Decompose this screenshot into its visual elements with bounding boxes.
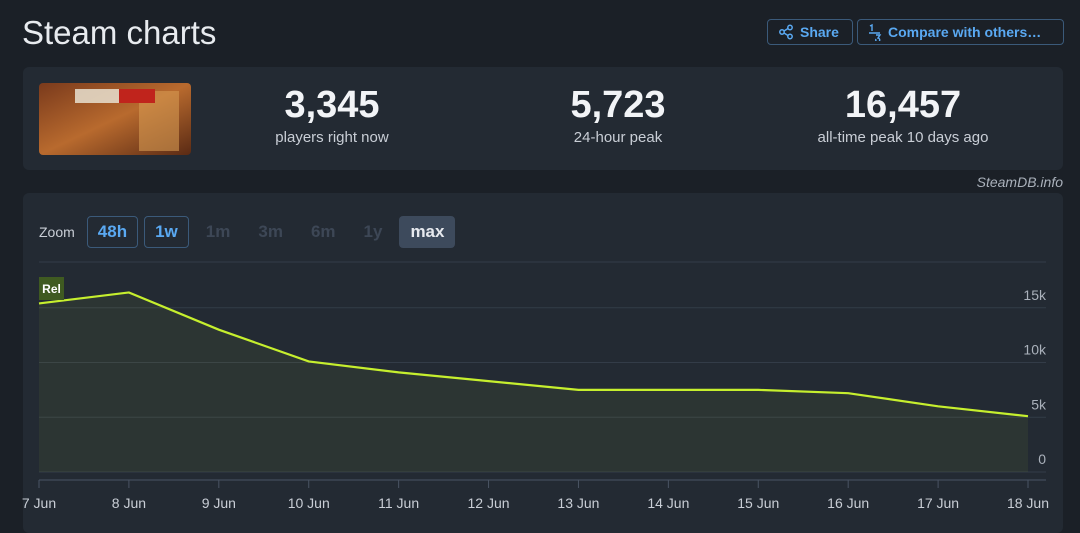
stat-label: 24-hour peak [573, 129, 663, 146]
zoom-bar: Zoom 48h 1w 1m 3m 6m 1y max [39, 216, 456, 248]
stat-value: 3,345 [284, 84, 380, 126]
stat-current: 3,345 players right now [202, 84, 462, 146]
zoom-button[interactable]: 1m [205, 222, 231, 241]
x-tick-label: 14 Jun [647, 495, 689, 511]
compare-label: Compare with others… [888, 24, 1042, 40]
x-tick-label: 12 Jun [468, 495, 510, 511]
x-tick-label: 11 Jun [378, 495, 419, 511]
zoom-button[interactable]: 48h [86, 216, 139, 248]
stat-label: all-time peak 10 days ago [817, 129, 989, 146]
stat-alltime: 16,457 all-time peak 10 days ago [773, 84, 1033, 146]
x-tick-label: 18 Jun [1007, 495, 1049, 511]
zoom-button[interactable]: 6m [310, 222, 336, 241]
zoom-button[interactable]: 1y [363, 222, 383, 241]
x-tick-label: 7 Jun [22, 495, 56, 511]
zoom-button[interactable]: 3m [258, 222, 283, 241]
stat-24h: 5,723 24-hour peak [488, 84, 748, 146]
compare-button[interactable]: Compare with others… [857, 19, 1064, 45]
x-tick-label: 13 Jun [557, 495, 599, 511]
x-tick-label: 8 Jun [112, 495, 146, 511]
zoom-label: Zoom [39, 224, 75, 240]
x-tick-label: 9 Jun [202, 495, 236, 511]
y-tick-label: 15k [1023, 287, 1047, 303]
game-image [39, 83, 191, 155]
zoom-button[interactable]: max [399, 216, 456, 248]
y-tick-label: 0 [1038, 451, 1046, 467]
y-tick-label: 10k [1023, 342, 1047, 358]
line [38, 291, 1029, 418]
share-icon [779, 24, 793, 40]
x-tick-label: 17 Jun [917, 495, 959, 511]
compare-icon [869, 23, 882, 41]
stat-value: 5,723 [570, 84, 666, 126]
stat-label: players right now [275, 129, 389, 146]
x-tick-label: 15 Jun [737, 495, 779, 511]
zoom-button[interactable]: 1w [144, 216, 189, 248]
stats-panel [23, 67, 1063, 170]
area [39, 292, 1028, 472]
share-button[interactable]: Share [767, 19, 853, 45]
stat-value: 16,457 [844, 84, 962, 126]
x-tick-label: 10 Jun [288, 495, 330, 511]
y-tick-label: 5k [1031, 396, 1047, 412]
x-tick-label: 16 Jun [827, 495, 869, 511]
annotation-label: Rel [42, 282, 61, 296]
share-label: Share [800, 24, 839, 40]
source-credit: SteamDB.info [976, 174, 1063, 190]
annotation-badge [39, 277, 64, 300]
page-title: Steam charts [22, 14, 217, 51]
